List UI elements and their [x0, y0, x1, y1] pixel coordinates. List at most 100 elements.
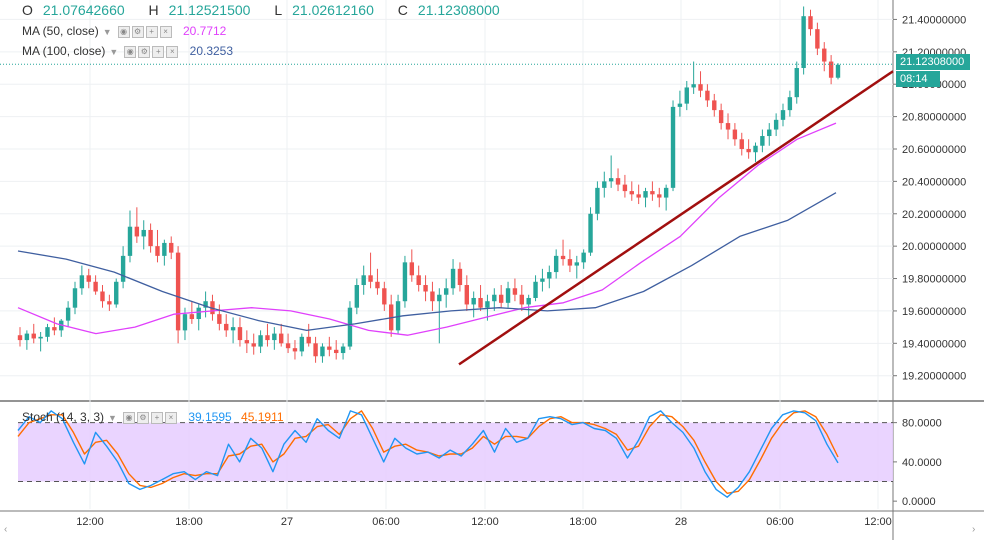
eye-icon[interactable]: ◉ — [122, 411, 135, 424]
candle-body — [334, 349, 339, 354]
scroll-left-icon[interactable]: ‹ — [4, 524, 7, 535]
stoch-tick-label: 80.0000 — [902, 418, 942, 430]
candle-body — [485, 301, 490, 308]
candle — [801, 6, 806, 75]
ma50-line — [17, 122, 837, 336]
plus-icon[interactable]: + — [150, 411, 163, 424]
candle — [416, 265, 421, 292]
candle-body — [492, 294, 497, 302]
close-icon[interactable]: × — [166, 45, 179, 58]
price-tick-label: 21.40000000 — [902, 14, 966, 26]
time-tick-label: 18:00 — [175, 516, 203, 528]
candle — [547, 265, 552, 289]
price-tick-label: 20.20000000 — [902, 209, 966, 221]
time-tick-label: 27 — [281, 516, 293, 528]
plus-icon[interactable]: + — [145, 25, 158, 38]
eye-icon[interactable]: ◉ — [124, 45, 137, 58]
stoch-label[interactable]: Stoch (14, 3, 3) — [22, 410, 105, 424]
candle — [279, 323, 284, 347]
candle-body — [244, 340, 250, 344]
candle — [244, 330, 250, 354]
gear-icon[interactable]: ⚙ — [138, 45, 151, 58]
candle — [340, 343, 346, 360]
candle — [230, 317, 236, 344]
candle — [313, 336, 318, 363]
close-icon[interactable]: × — [164, 411, 177, 424]
chevron-down-icon[interactable]: ▼ — [102, 27, 112, 37]
candle — [258, 330, 263, 354]
candle — [464, 275, 470, 311]
candle — [72, 281, 78, 315]
candle — [437, 288, 442, 344]
candle-body — [313, 343, 318, 357]
candle — [306, 323, 311, 347]
candle — [354, 278, 360, 315]
candle-body — [141, 229, 146, 237]
chevron-down-icon[interactable]: ▼ — [109, 47, 119, 57]
candle — [739, 132, 744, 156]
candle-body — [182, 314, 188, 331]
price-pane — [0, 0, 893, 400]
candle-body — [684, 87, 689, 104]
plus-icon[interactable]: + — [152, 45, 165, 58]
candle — [114, 278, 119, 308]
scroll-right-icon[interactable]: › — [972, 524, 975, 535]
ma100-label[interactable]: MA (100, close) — [22, 44, 106, 58]
candle-body — [340, 346, 346, 354]
candle — [478, 285, 483, 311]
candle-body — [327, 346, 332, 350]
candle-body — [533, 281, 538, 298]
candle — [423, 275, 428, 302]
chevron-down-icon[interactable]: ▼ — [108, 413, 117, 423]
stoch-d-value: 45.1911 — [241, 410, 284, 424]
ma50-label[interactable]: MA (50, close) — [22, 24, 99, 38]
candle — [292, 340, 298, 360]
candle — [643, 187, 648, 208]
stoch-k-line — [17, 410, 839, 498]
candle-body — [45, 327, 50, 337]
candle-body — [581, 252, 586, 263]
candle-body — [285, 343, 291, 349]
candle-body — [175, 252, 181, 331]
time-tick-label: 06:00 — [766, 516, 794, 528]
candle-body — [299, 336, 305, 352]
candle-body — [292, 348, 298, 352]
candle — [718, 103, 724, 130]
eye-icon[interactable]: ◉ — [117, 25, 130, 38]
gear-icon[interactable]: ⚙ — [131, 25, 144, 38]
high-label: H — [148, 2, 159, 18]
time-tick-label: 06:00 — [372, 516, 400, 528]
candle — [395, 294, 401, 334]
candle-body — [732, 129, 738, 140]
candle — [540, 268, 545, 292]
candle-body — [657, 194, 662, 198]
candle-body — [279, 333, 284, 344]
ohlc-legend: O 21.07642660 H 21.12521500 L 21.02612160 C… — [22, 2, 520, 18]
candle — [450, 259, 456, 295]
candle — [285, 333, 291, 354]
candle — [430, 281, 435, 311]
candle-body — [86, 275, 91, 282]
time-tick-label: 12:00 — [76, 516, 104, 528]
candle-body — [368, 275, 373, 282]
candle — [148, 223, 153, 253]
close-icon[interactable]: × — [159, 25, 172, 38]
candle — [657, 187, 662, 208]
candle-body — [718, 110, 724, 124]
candle — [815, 22, 820, 56]
trendline — [458, 70, 894, 366]
candle-body — [361, 275, 366, 286]
price-tick-label: 20.40000000 — [902, 176, 966, 188]
candle-body — [663, 187, 669, 198]
candle — [677, 90, 683, 117]
open-label: O — [22, 2, 33, 18]
close-value: 21.12308000 — [417, 2, 500, 18]
candle-body — [306, 336, 311, 344]
candle-body — [65, 307, 71, 321]
candle-body — [443, 288, 449, 295]
candle-body — [519, 294, 524, 305]
candle — [134, 207, 140, 243]
candle-body — [588, 213, 593, 253]
gear-icon[interactable]: ⚙ — [136, 411, 149, 424]
